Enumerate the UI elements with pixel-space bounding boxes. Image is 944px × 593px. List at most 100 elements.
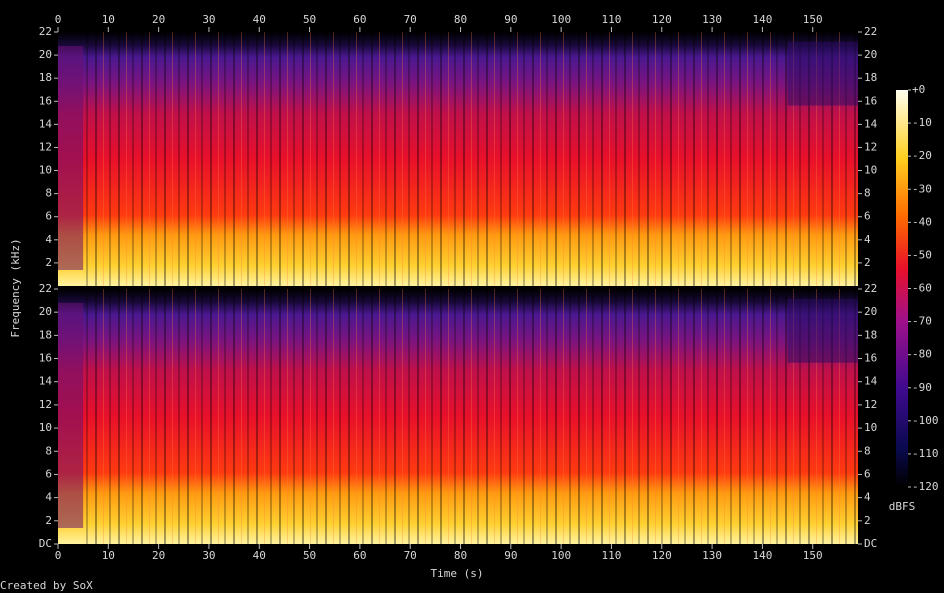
y-tick-label: 8: [45, 444, 52, 457]
x-tick-label: 130: [702, 13, 722, 26]
y-tick-label: 2: [864, 514, 871, 527]
x-tick-label: 50: [303, 13, 316, 26]
y-tick-label: 16: [39, 352, 52, 365]
y-tick-label: 14: [864, 375, 878, 388]
y-tick-label: DC: [864, 537, 877, 550]
y-tick-label: 22: [39, 282, 52, 295]
y-tick-label: 18: [39, 71, 52, 84]
colorbar-tick-label: -40: [912, 215, 932, 228]
x-tick-label: 130: [702, 549, 722, 562]
footer: Created by SoX: [0, 579, 93, 592]
x-tick-label: 140: [752, 549, 772, 562]
y-tick-label: 8: [45, 187, 52, 200]
x-tick-label: 70: [404, 549, 417, 562]
colorbar: [896, 90, 908, 487]
x-tick-label: 110: [602, 549, 622, 562]
silence-start: [58, 303, 84, 528]
x-axis-label: Time (s): [431, 567, 484, 580]
y-tick-label: DC: [39, 537, 52, 550]
colorbar-tick-label: -120: [912, 480, 939, 493]
x-tick-label: 0: [55, 549, 62, 562]
plot-area: [58, 32, 859, 544]
y-tick-label: 6: [864, 210, 871, 223]
y-tick-label: 20: [864, 305, 877, 318]
x-tick-label: 100: [551, 13, 571, 26]
y-tick-label: 14: [39, 117, 53, 130]
y-tick-label: 16: [39, 94, 52, 107]
y-tick-label: 20: [864, 48, 877, 61]
x-tick-label: 70: [404, 13, 417, 26]
x-tick-label: 90: [504, 549, 517, 562]
y-tick-label: 8: [864, 187, 871, 200]
x-tick-label: 10: [102, 549, 115, 562]
colorbar-label: dBFS: [889, 500, 916, 513]
y-tick-label: 22: [39, 25, 52, 38]
y-tick-label: 4: [45, 233, 52, 246]
y-tick-label: 6: [45, 467, 52, 480]
x-tick-label: 30: [202, 549, 215, 562]
y-tick-label: 2: [45, 256, 52, 269]
y-axis-label: Frequency (kHz): [9, 238, 22, 337]
y-tick-label: 16: [864, 352, 877, 365]
x-tick-label: 10: [102, 13, 115, 26]
y-tick-label: 10: [39, 164, 52, 177]
x-tick-label: 80: [454, 13, 467, 26]
y-tick-label: 10: [864, 421, 877, 434]
y-tick-label: 18: [864, 71, 877, 84]
x-tick-label: 0: [55, 13, 62, 26]
x-tick-label: 120: [652, 13, 672, 26]
x-tick-label: 60: [353, 13, 366, 26]
y-tick-label: 14: [864, 117, 878, 130]
fade-end: [787, 299, 858, 363]
colorbar-tick-label: -10: [912, 116, 932, 129]
colorbar-tick-label: -70: [912, 315, 932, 328]
colorbar-tick-label: -20: [912, 149, 932, 162]
x-tick-label: 40: [253, 549, 266, 562]
x-tick-label: 80: [454, 549, 467, 562]
colorbar-tick-label: -60: [912, 282, 932, 295]
y-tick-label: 18: [864, 328, 877, 341]
y-tick-label: 18: [39, 328, 52, 341]
colorbar-tick-label: -100: [912, 414, 939, 427]
y-tick-label: 14: [39, 375, 53, 388]
y-tick-label: 6: [45, 210, 52, 223]
y-tick-label: 16: [864, 94, 877, 107]
y-tick-label: 2: [864, 256, 871, 269]
y-tick-label: 4: [864, 233, 871, 246]
x-tick-label: 140: [752, 13, 772, 26]
y-tick-label: 2: [45, 514, 52, 527]
colorbar-tick-label: -80: [912, 348, 932, 361]
colorbar-tick-label: -90: [912, 381, 932, 394]
y-tick-label: 4: [45, 491, 52, 504]
y-tick-label: 4: [864, 491, 871, 504]
colorbar-tick-label: -110: [912, 447, 939, 460]
y-tick-label: 12: [864, 398, 877, 411]
y-tick-label: 22: [864, 282, 877, 295]
y-tick-label: 12: [39, 398, 52, 411]
y-tick-label: 10: [864, 164, 877, 177]
x-tick-label: 150: [803, 13, 823, 26]
x-tick-label: 20: [152, 549, 165, 562]
x-tick-label: 110: [602, 13, 622, 26]
x-tick-label: 100: [551, 549, 571, 562]
spectrogram-texture: [83, 289, 859, 544]
silence-start: [58, 46, 84, 270]
colorbar-tick-label: -50: [912, 248, 932, 261]
spectrogram-texture: [83, 32, 859, 286]
y-tick-label: 8: [864, 444, 871, 457]
y-tick-label: 12: [39, 140, 52, 153]
y-tick-label: 22: [864, 25, 877, 38]
x-tick-label: 30: [202, 13, 215, 26]
x-tick-label: 120: [652, 549, 672, 562]
x-tick-label: 40: [253, 13, 266, 26]
y-tick-label: 10: [39, 421, 52, 434]
x-tick-label: 90: [504, 13, 517, 26]
fade-end: [787, 42, 858, 106]
y-tick-label: 12: [864, 140, 877, 153]
y-tick-label: 6: [864, 467, 871, 480]
y-tick-label: 20: [39, 48, 52, 61]
x-tick-label: 50: [303, 549, 316, 562]
x-tick-label: 60: [353, 549, 366, 562]
colorbar-tick-label: +0: [912, 83, 925, 96]
